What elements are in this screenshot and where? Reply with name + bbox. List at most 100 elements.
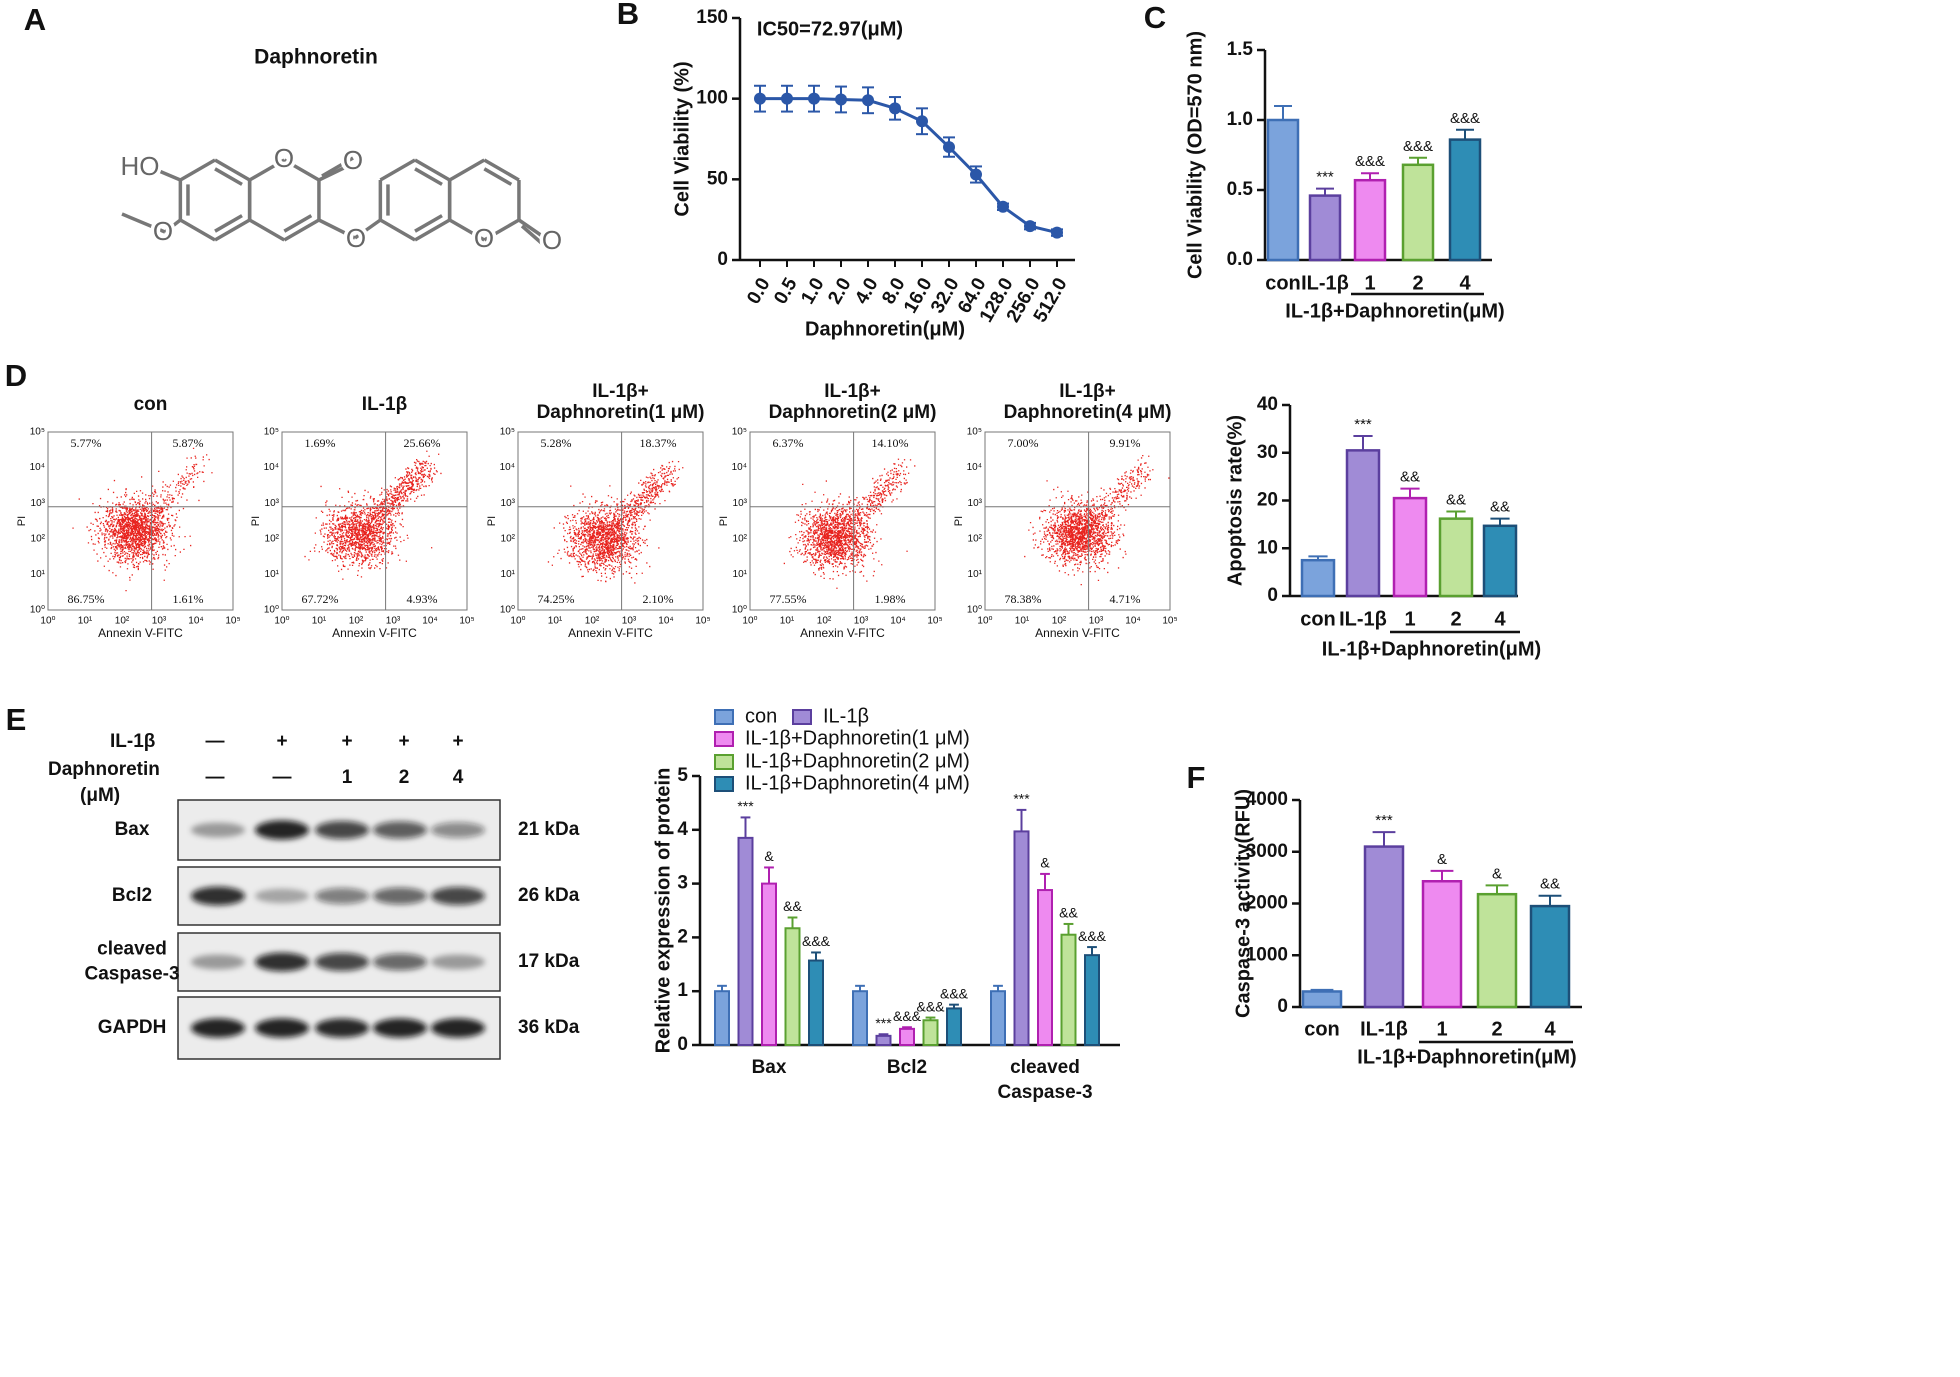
quadrant-percent: 2.10%	[643, 592, 674, 606]
molecular-weight: 26 kDa	[518, 885, 580, 906]
data-point	[970, 168, 982, 181]
y-tick-label: 10²	[501, 533, 516, 544]
y-tick-label: 0	[1277, 996, 1288, 1017]
blot-label: Bax	[115, 819, 150, 840]
error-bar	[1485, 884, 1509, 895]
panel-label: E	[6, 702, 27, 737]
bar	[1438, 517, 1474, 598]
quadrant-percent: 7.00%	[1008, 436, 1039, 450]
x-tick-label: 16.0	[900, 275, 937, 318]
quadrant-percent: 25.66%	[404, 436, 441, 450]
x-tick-label: con	[1265, 272, 1301, 294]
y-tick-label: 10¹	[501, 569, 516, 580]
error-bar	[764, 866, 774, 884]
plot-frame	[517, 431, 704, 611]
bond	[379, 158, 416, 182]
quadrant-percent: 1.61%	[173, 592, 204, 606]
panel-label: A	[24, 2, 46, 37]
x-tick-label: IL-1β	[1301, 272, 1349, 294]
bond	[321, 156, 354, 178]
blot-band	[373, 1018, 427, 1038]
treatment-mark: 4	[453, 767, 464, 788]
legend-swatch	[714, 709, 734, 725]
group-label: IL-1β+Daphnoretin(μM)	[1285, 300, 1504, 322]
data-point	[1051, 226, 1063, 239]
x-tick-label: 2	[1412, 272, 1423, 294]
bond	[151, 166, 182, 182]
panel-label: D	[5, 358, 27, 393]
bond	[179, 218, 216, 242]
y-tick-label: 4000	[1246, 789, 1288, 810]
plot-title: Daphnoretin(1 μM)	[537, 402, 705, 423]
significance-label: ***	[875, 1015, 892, 1031]
treatment-mark: 2	[399, 767, 410, 788]
x-tick-label: 10⁵	[1162, 616, 1177, 627]
x-axis-label: Annexin V-FITC	[332, 626, 417, 640]
y-tick-label: 0	[1267, 585, 1278, 606]
x-tick-label: 10⁵	[927, 616, 942, 627]
atom-label: O	[343, 145, 363, 175]
plot-title: IL-1β	[362, 394, 407, 415]
bar	[1013, 830, 1030, 1046]
atom-label: O	[474, 223, 494, 253]
x-tick-label: 10¹	[312, 616, 327, 627]
bar	[990, 990, 1006, 1047]
bond	[163, 218, 182, 234]
quadrant-percent: 14.10%	[872, 436, 909, 450]
bond	[448, 158, 486, 182]
event-cloud	[72, 447, 213, 592]
bar	[1529, 904, 1571, 1009]
treatment-label: IL-1β	[110, 731, 155, 752]
x-tick-label: 10²	[585, 616, 600, 627]
y-tick-label: 3000	[1246, 841, 1288, 862]
x-tick-label: 10³	[152, 616, 167, 627]
x-tick-label: 10³	[854, 616, 869, 627]
blot-label: Bcl2	[112, 885, 152, 906]
treatment-label: (μM)	[80, 785, 120, 806]
y-tick-label: 10³	[31, 498, 46, 509]
y-tick-label: 10⁵	[732, 427, 747, 438]
y-axis-label: PI	[486, 516, 498, 526]
y-tick-label: 0	[677, 1034, 688, 1055]
x-tick-label: con	[1300, 608, 1336, 630]
significance-label: &&	[1400, 469, 1420, 486]
plot-title: con	[134, 394, 168, 415]
bond	[214, 158, 251, 182]
y-tick-label: 10³	[968, 498, 983, 509]
legend-swatch	[792, 709, 812, 725]
x-tick-label: 10¹	[780, 616, 795, 627]
x-tick-label: 4.0	[851, 275, 882, 308]
bar	[1060, 933, 1077, 1047]
legend-swatch	[714, 776, 734, 792]
y-tick-label: 10¹	[733, 569, 748, 580]
y-tick-label: 50	[707, 168, 728, 189]
data-line	[760, 97, 1058, 235]
quadrant-percent: 5.77%	[71, 436, 102, 450]
blot-band	[191, 822, 245, 838]
treatment-mark: —	[206, 767, 225, 788]
y-axis-label: PI	[16, 516, 28, 526]
treatment-mark: 1	[342, 767, 353, 788]
bar	[1308, 194, 1342, 262]
data-point	[808, 92, 820, 105]
error-bar	[1063, 922, 1074, 935]
bar	[1392, 496, 1428, 598]
legend-label: IL-1β	[823, 705, 869, 727]
y-axis-label: Cell Viability (%)	[671, 61, 693, 216]
significance-label: ***	[1316, 169, 1334, 186]
error-bar	[1274, 105, 1292, 120]
data-point	[943, 141, 955, 154]
data-point	[916, 115, 928, 128]
error-bar	[787, 916, 798, 929]
bond	[248, 158, 286, 182]
data-point	[862, 94, 874, 107]
atom-label: O	[346, 223, 366, 253]
x-tick-label: 10⁵	[225, 616, 240, 627]
x-tick-label: 10¹	[1015, 616, 1030, 627]
y-axis-label: Caspase-3 activity(RFU)	[1232, 789, 1254, 1018]
blot-band	[255, 952, 309, 972]
data-point	[781, 92, 793, 105]
y-tick-label: 10⁰	[732, 605, 747, 616]
bond	[283, 158, 320, 182]
atom-label: HO	[121, 151, 160, 181]
